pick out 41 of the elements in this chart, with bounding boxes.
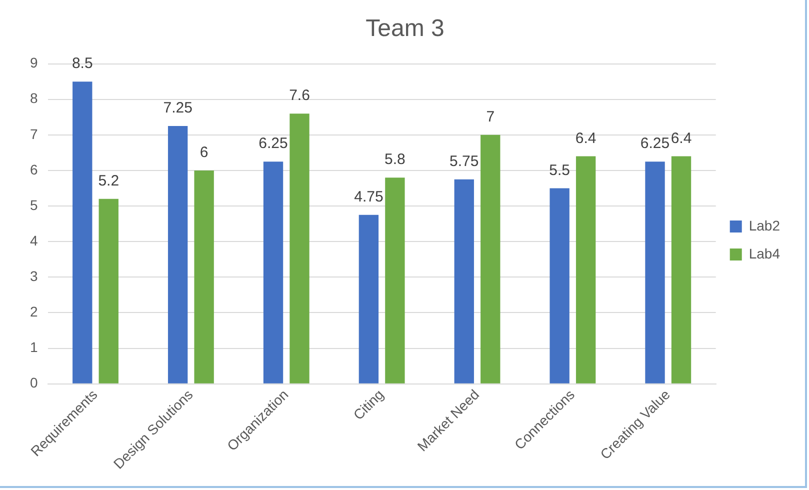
bar bbox=[290, 114, 310, 384]
y-tick-label: 9 bbox=[30, 54, 38, 71]
bar bbox=[480, 134, 500, 384]
bar bbox=[168, 126, 188, 384]
legend-label: Lab2 bbox=[748, 217, 780, 234]
data-label: 6.25 bbox=[640, 135, 670, 152]
bar bbox=[454, 179, 474, 384]
chart-title: Team 3 bbox=[366, 15, 444, 42]
bar bbox=[385, 178, 405, 384]
y-tick-label: 8 bbox=[30, 90, 38, 106]
bar bbox=[72, 82, 92, 384]
data-label: 5.5 bbox=[549, 162, 570, 179]
data-label: 5.75 bbox=[450, 153, 479, 170]
y-tick-label: 2 bbox=[30, 304, 38, 320]
data-label: 6.4 bbox=[670, 130, 692, 147]
data-label: 7.25 bbox=[163, 100, 192, 117]
data-label: 5.8 bbox=[384, 151, 406, 168]
bar bbox=[576, 156, 596, 384]
y-tick-label: 5 bbox=[30, 196, 38, 213]
data-label: 7 bbox=[486, 108, 495, 126]
y-tick-label: 7 bbox=[30, 126, 38, 142]
y-tick-label: 3 bbox=[30, 268, 38, 284]
data-label: 6.25 bbox=[258, 135, 288, 152]
bar bbox=[194, 170, 214, 384]
bar bbox=[98, 198, 118, 384]
y-tick-label: 6 bbox=[30, 161, 38, 178]
data-label: 6 bbox=[200, 144, 208, 162]
bar bbox=[550, 188, 570, 384]
data-label: 8.5 bbox=[72, 55, 93, 72]
data-label: 6.4 bbox=[575, 130, 596, 147]
bar bbox=[671, 156, 692, 384]
data-label: 7.6 bbox=[289, 87, 310, 104]
bar bbox=[263, 162, 284, 384]
data-label: 5.2 bbox=[98, 172, 120, 190]
y-tick-label: 1 bbox=[30, 339, 38, 356]
data-label: 4.75 bbox=[354, 188, 384, 206]
y-tick-label: 4 bbox=[30, 232, 38, 248]
y-tick-label: 0 bbox=[30, 374, 38, 391]
bar bbox=[645, 162, 665, 384]
legend-label: Lab4 bbox=[748, 245, 780, 262]
bar bbox=[358, 214, 379, 384]
